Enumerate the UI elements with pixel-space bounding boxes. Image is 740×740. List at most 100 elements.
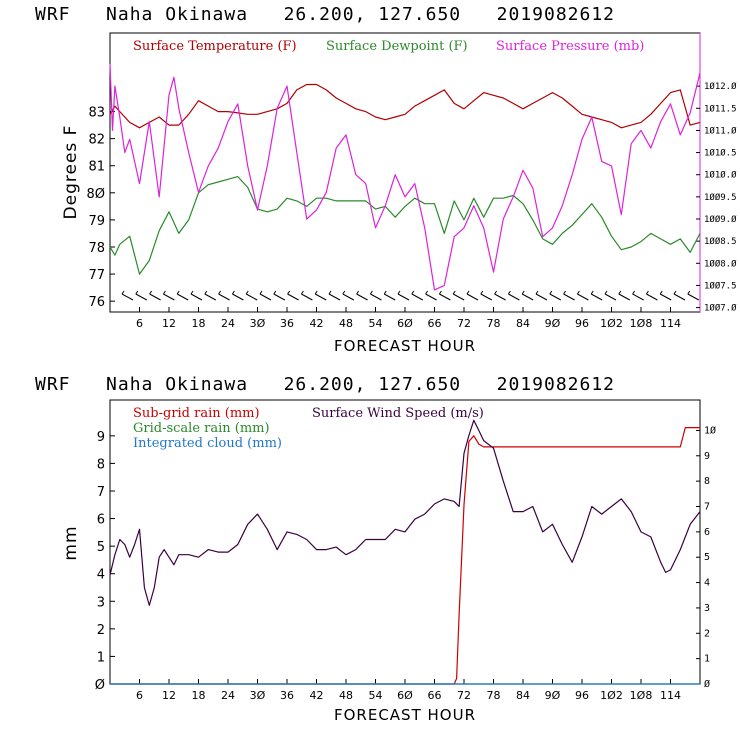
x-tick-label: 9Ø	[545, 689, 561, 702]
wind-barb	[370, 293, 382, 301]
right-y-ticks: 1ØØ7.Ø 1ØØ7.5 1ØØ8.Ø 1ØØ8.5 1ØØ9.Ø 1ØØ9.5 1Ø1Ø…	[696, 81, 737, 314]
wind-barb-flag	[149, 290, 153, 295]
wind-barb-flag	[411, 290, 415, 295]
y-tick-label: 9	[97, 430, 105, 445]
wind-barb	[149, 293, 161, 301]
wind-barb	[176, 293, 189, 301]
x-tick-label: 54	[369, 689, 383, 702]
wind-barb	[521, 293, 534, 301]
wind-barb	[163, 293, 175, 301]
y2-tick-label: 1Ø1Ø.Ø	[704, 170, 737, 181]
wind-barb	[397, 293, 410, 301]
wind-barb	[287, 293, 299, 301]
y-tick-label: 79	[88, 214, 105, 229]
wind-barb-flag	[535, 290, 539, 295]
y2-tick-label: 6	[704, 527, 710, 538]
wind-barb-flag	[231, 290, 235, 295]
series-lines	[109, 63, 701, 291]
wind-barb-flag	[673, 290, 677, 295]
wind-barb-flag	[425, 290, 429, 295]
y-tick-label: 78	[88, 241, 105, 256]
x-tick-label: 48	[339, 689, 353, 702]
x-tick-label: 9Ø	[545, 317, 561, 330]
wind-barb-flag	[218, 290, 222, 295]
y-tick-label: 4	[97, 568, 105, 583]
wind-barb	[535, 293, 548, 301]
wind-barb	[466, 293, 479, 301]
y2-tick-label: 1ØØ7.5	[704, 280, 737, 291]
y-tick-label: 7	[97, 485, 105, 500]
wind-barb	[328, 293, 341, 301]
legend-gridscale-rain: Grid-scale rain (mm)	[133, 421, 270, 436]
wind-barb-flag	[480, 290, 484, 295]
y2-tick-label: 1ØØ9.Ø	[704, 214, 737, 225]
wind-barb	[549, 293, 562, 301]
wind-barb-flag	[121, 290, 125, 295]
wind-barb-flag	[687, 290, 691, 295]
wind-barb-flag	[162, 290, 166, 295]
legend-wind-speed: Surface Wind Speed (m/s)	[312, 406, 484, 421]
y2-tick-label: 8	[704, 476, 710, 487]
wind-barb-flag	[176, 290, 180, 295]
wind-barb	[411, 293, 424, 301]
right-y-ticks: Ø 1 2 3 4 5 6 7 8 9 1Ø	[696, 424, 716, 690]
x-tick-label: 54	[369, 317, 383, 330]
wind-barb	[590, 293, 603, 301]
wind-barb-flag	[645, 290, 649, 295]
wind-barb	[121, 293, 134, 301]
series-sub-grid-rain-mm	[110, 427, 700, 685]
wind-barb-flag	[507, 290, 511, 295]
legend-pressure: Surface Pressure (mb)	[496, 39, 644, 54]
x-tick-label: 24	[221, 689, 235, 702]
y-tick-label: 81	[88, 160, 105, 175]
wind-barb-flag	[135, 290, 139, 295]
wind-barb-flag	[549, 290, 553, 295]
wind-barb	[383, 293, 396, 301]
wind-barb	[508, 293, 520, 301]
y-tick-label: 82	[88, 133, 105, 148]
x-tick-label: 1Ø2	[600, 689, 623, 702]
x-axis-label: FORECAST HOUR	[334, 337, 476, 355]
wind-barb-flag	[397, 290, 401, 295]
legend-subgrid-rain: Sub-grid rain (mm)	[133, 406, 260, 421]
temperature-chart: WRF Naha Okinawa 26.200, 127.650 2019082…	[35, 4, 737, 355]
x-tick-label: 36	[280, 317, 294, 330]
x-tick-label: 66	[428, 317, 442, 330]
x-tick-label: 72	[457, 317, 471, 330]
series-surface-pressure-mb	[109, 63, 701, 291]
x-tick-label: 42	[310, 317, 324, 330]
wind-barb-flag	[383, 290, 387, 295]
wind-barb-flag	[618, 290, 622, 295]
wind-barb	[190, 293, 203, 301]
wind-barb	[259, 293, 272, 301]
x-tick-label: 18	[192, 317, 206, 330]
y-tick-label: 77	[88, 268, 105, 283]
wind-barb-flag	[659, 290, 663, 295]
y2-tick-label: 5	[704, 552, 710, 563]
wind-barb	[563, 293, 575, 301]
wind-barb-flag	[204, 290, 208, 295]
wind-barb	[135, 293, 148, 301]
wind-barb-flag	[356, 290, 360, 295]
y-tick-label: 8Ø	[86, 187, 105, 202]
x-tick-label: 96	[575, 689, 589, 702]
x-tick-label: 84	[516, 317, 530, 330]
wind-barb-flag	[632, 290, 636, 295]
wind-barb	[439, 293, 451, 301]
left-y-ticks: Ø 1 2 3 4 5 6 7 8 9	[95, 430, 115, 693]
series-surface-temperature-f	[109, 83, 701, 129]
y-tick-label: 8	[97, 457, 105, 472]
y2-tick-label: 1Ø1Ø.5	[704, 148, 737, 159]
wind-barb	[425, 293, 437, 301]
x-tick-label: 78	[487, 689, 501, 702]
x-tick-label: 36	[280, 689, 294, 702]
y2-tick-label: 1Ø11.Ø	[704, 125, 737, 136]
wind-barb	[604, 293, 617, 301]
y2-tick-label: 2	[704, 628, 710, 639]
wind-barb	[356, 293, 368, 301]
series-surface-wind-speed-m-s	[109, 419, 701, 607]
y-tick-label: Ø	[95, 678, 105, 693]
wind-barbs	[121, 290, 700, 301]
y-tick-label: 2	[97, 623, 105, 638]
